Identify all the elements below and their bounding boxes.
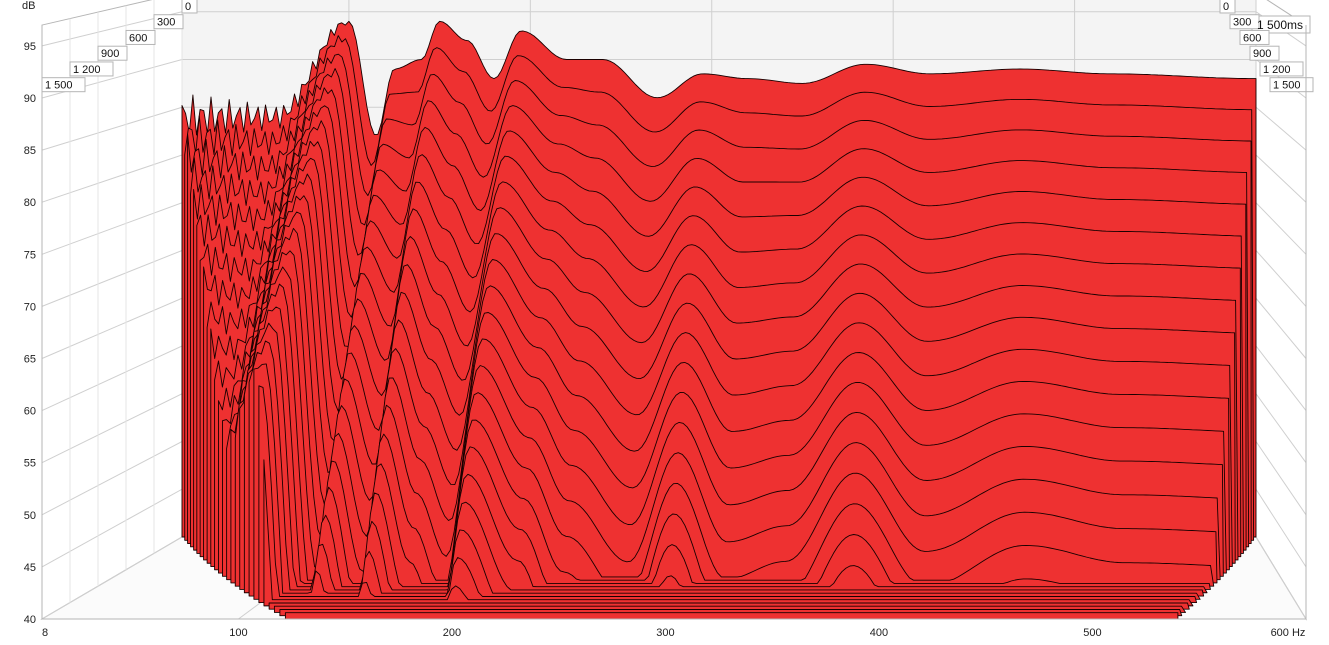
y-tick-label: 60 xyxy=(24,406,36,418)
z-tick-label-right: 300 xyxy=(1233,17,1251,29)
z-tick-box-right xyxy=(1229,14,1260,30)
z-tick-box-left xyxy=(125,29,156,45)
z-tick-box-left xyxy=(69,61,114,77)
y-tick-label: 85 xyxy=(24,145,36,157)
z-tick-label-left: 0 xyxy=(185,1,191,13)
z-tick-label-right: 600 xyxy=(1243,32,1261,44)
z-tick-box-right xyxy=(1239,29,1270,45)
waterfall-slice xyxy=(243,322,1208,594)
waterfall-slice xyxy=(284,612,1179,620)
y-tick-label: 50 xyxy=(24,510,36,522)
y-tick-label: 70 xyxy=(24,301,36,313)
y-axis-unit-label: dB xyxy=(22,0,35,12)
z-tick-box-left xyxy=(153,14,184,30)
y-tick-label: 45 xyxy=(24,562,36,574)
waterfall-surface xyxy=(181,20,1257,620)
z-tick-label-right: 1 500 xyxy=(1273,80,1301,92)
x-tick-label: 200 xyxy=(443,627,461,639)
y-tick-label: 55 xyxy=(24,458,36,470)
z-tick-box-right xyxy=(1259,61,1304,77)
waterfall-slice xyxy=(258,385,1198,604)
z-tick-box-right xyxy=(1219,0,1236,14)
z-tick-box-right xyxy=(1269,77,1314,93)
z-tick-box-left xyxy=(181,0,198,14)
waterfall-slice xyxy=(248,340,1205,597)
z-tick-label-left: 1 500 xyxy=(45,80,73,92)
z-tick-label-left: 900 xyxy=(101,48,119,60)
z-tick-label-left: 600 xyxy=(129,32,147,44)
waterfall-slice xyxy=(253,363,1201,600)
z-tick-box-right xyxy=(1249,45,1280,61)
x-tick-label: 300 xyxy=(656,627,674,639)
y-tick-label: 40 xyxy=(24,614,36,626)
z-tick-label-right: 1 200 xyxy=(1263,64,1291,76)
x-tick-label: 8 xyxy=(42,627,48,639)
x-tick-label: 400 xyxy=(870,627,888,639)
waterfall-slice xyxy=(263,459,1194,607)
x-tick-label: 100 xyxy=(229,627,247,639)
chart-box-front: 40 45 50 55 60 65 70 75 80 85 90 95 8 100 200 300 400 500… xyxy=(24,0,1314,639)
x-tick-label: 600 Hz xyxy=(1271,627,1306,639)
z-tick-label-left: 300 xyxy=(157,17,175,29)
y-tick-label: 90 xyxy=(24,93,36,105)
y-tick-label: 75 xyxy=(24,249,36,261)
z-tick-label-right: 0 xyxy=(1223,1,1229,13)
left-wall xyxy=(41,0,183,620)
axis-labels: dB 1 500ms xyxy=(22,0,1303,32)
y-tick-label: 80 xyxy=(24,197,36,209)
y-tick-label: 95 xyxy=(24,41,36,53)
x-tick-label: 500 xyxy=(1083,627,1101,639)
z-tick-label-right: 900 xyxy=(1253,48,1271,60)
z-tick-label-left: 1 200 xyxy=(73,64,101,76)
z-tick-box-left xyxy=(97,45,128,61)
z-axis-end-label: 1 500ms xyxy=(1257,18,1303,32)
y-tick-label: 65 xyxy=(24,354,36,366)
